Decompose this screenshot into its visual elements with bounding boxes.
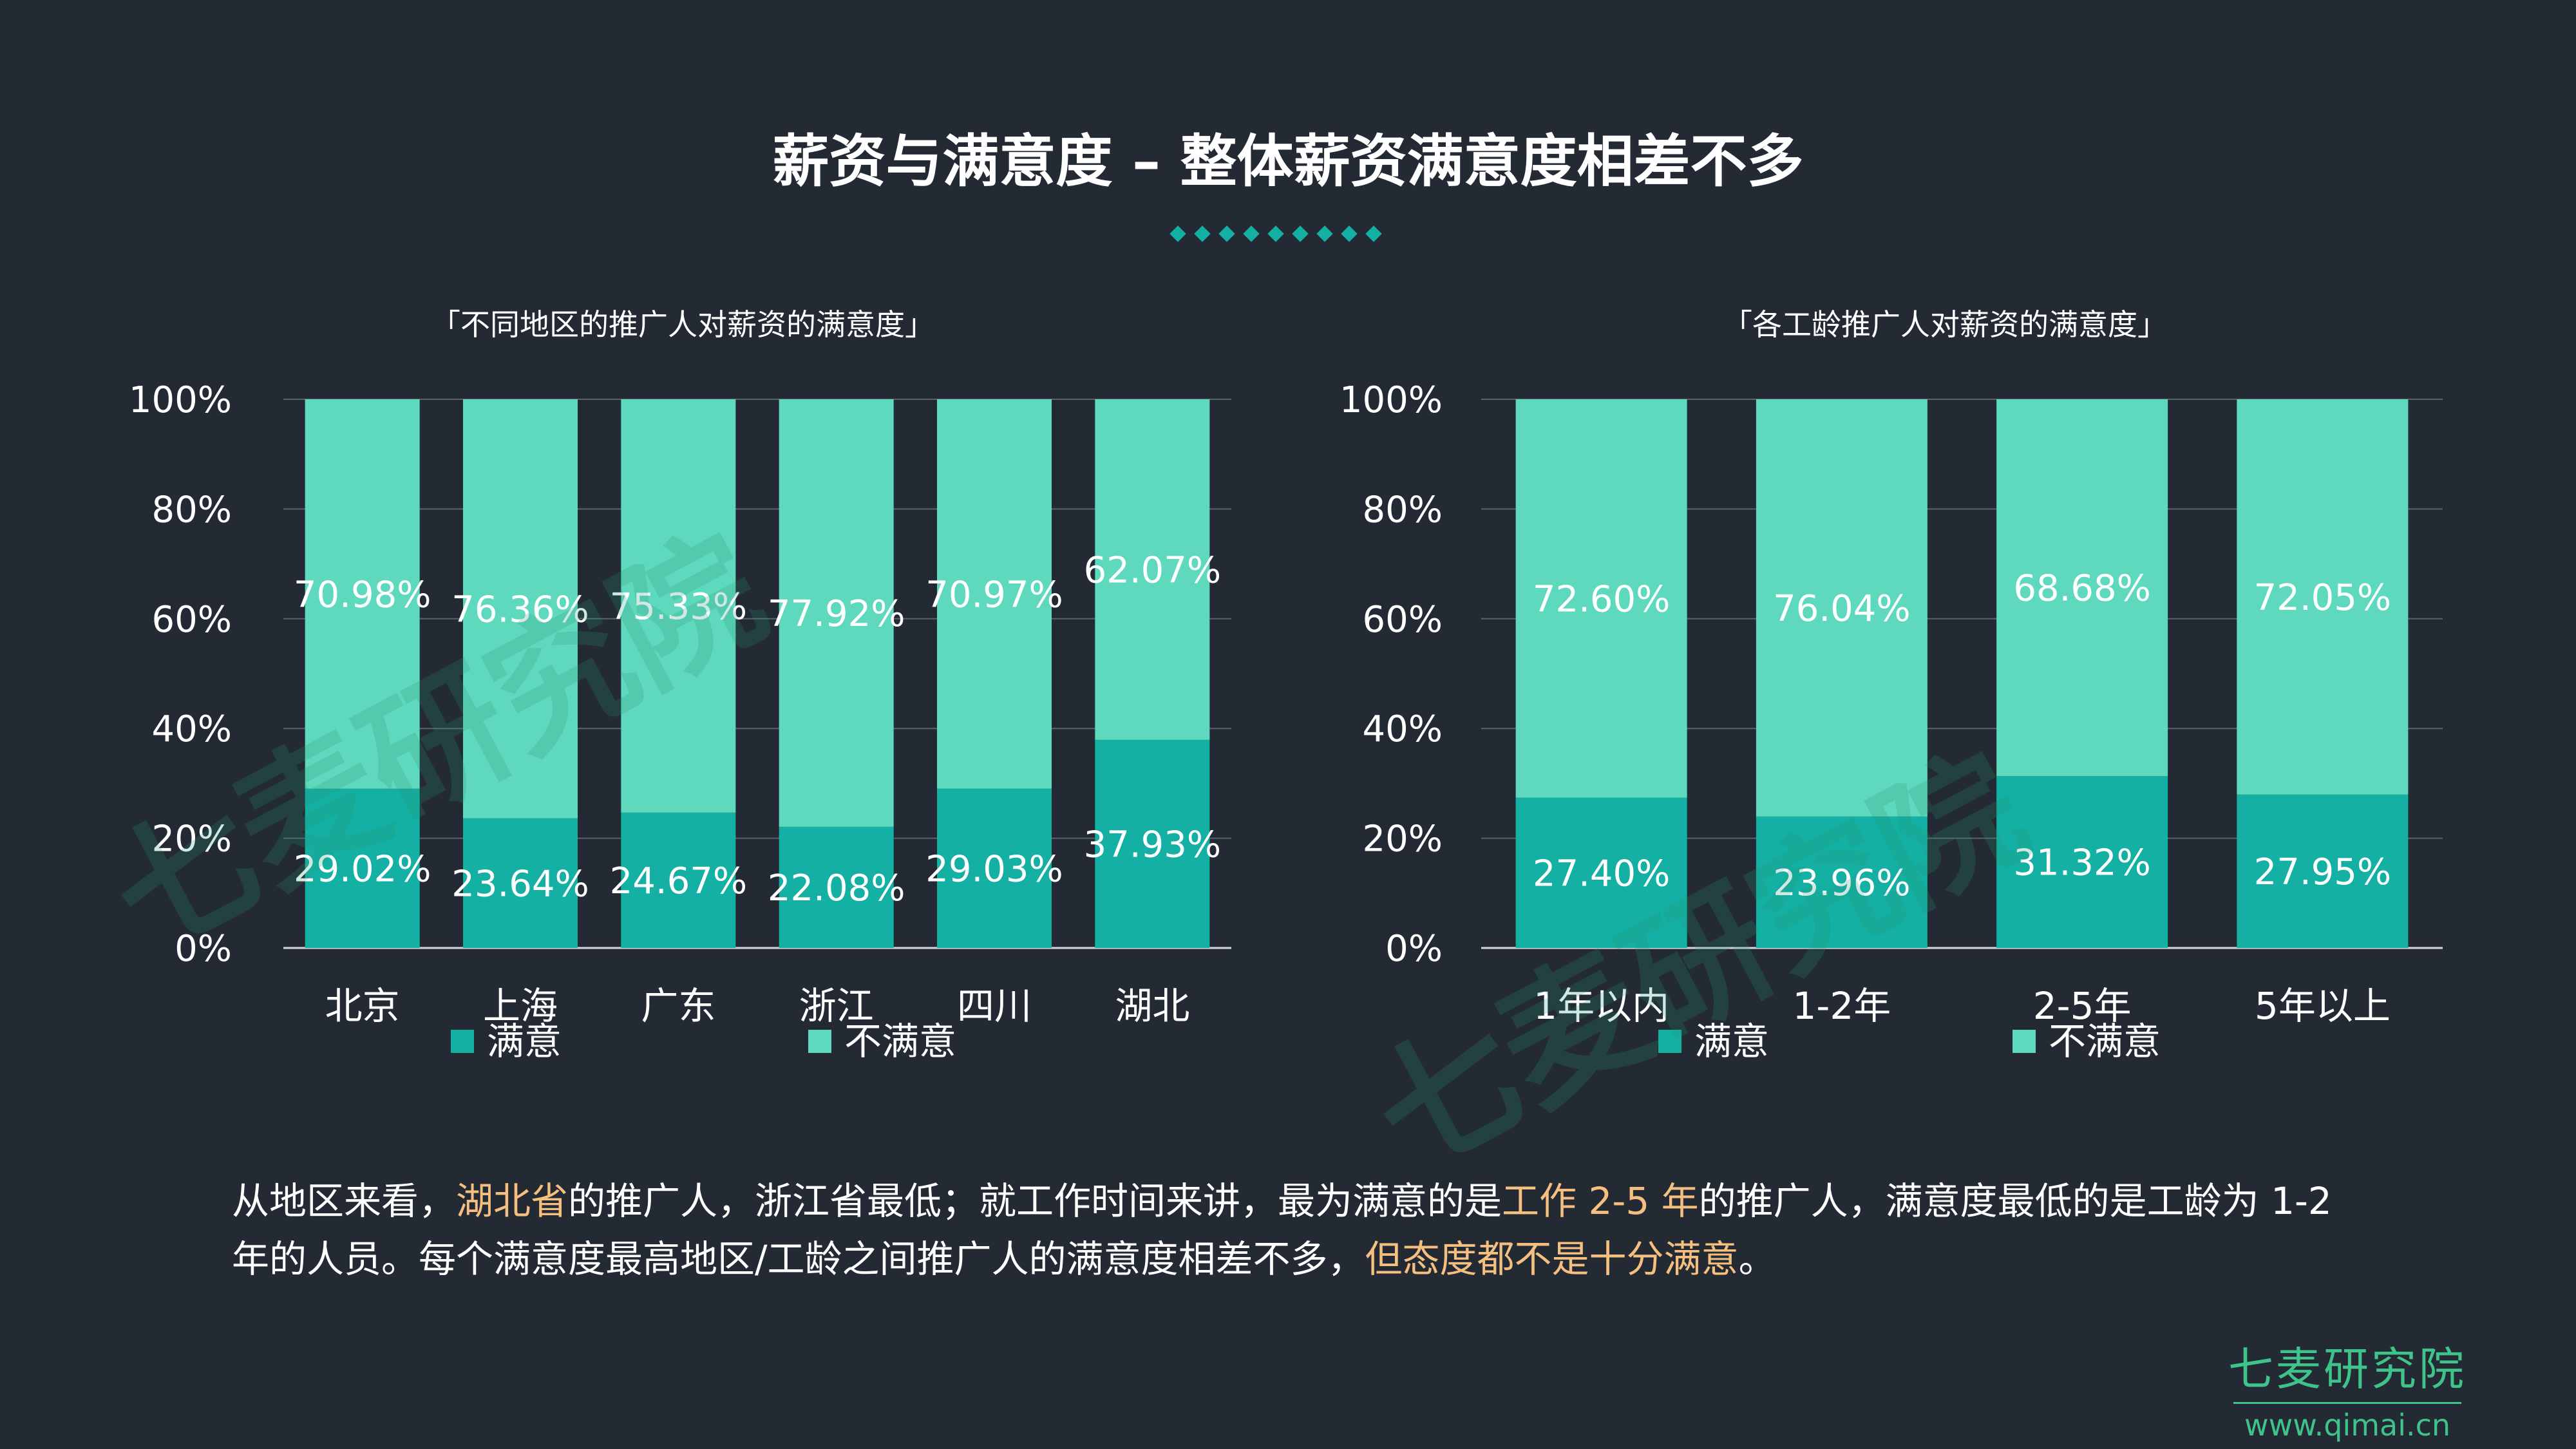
data-label-satisfied: 37.93% <box>1084 824 1222 866</box>
bar-unsatisfied[interactable] <box>621 399 736 813</box>
data-label-satisfied: 29.02% <box>294 848 431 890</box>
desc-highlight: 但态度都不是十分满意 <box>1365 1237 1739 1281</box>
y-tick-label: 20% <box>152 819 232 860</box>
y-tick-label: 0% <box>175 928 232 970</box>
chart-region: 0% 20% 40% 60% 80% 100% 29.02% 70.98% 北京 23.64% 76… <box>129 379 1231 1063</box>
legend-label: 不满意 <box>2049 1019 2161 1063</box>
bar-satisfied[interactable] <box>2237 794 2409 948</box>
x-tick-label: 2-5年 <box>2033 984 2132 1028</box>
legend-label: 不满意 <box>844 1019 956 1063</box>
legend-swatch <box>808 1030 831 1053</box>
bar-satisfied[interactable] <box>621 812 736 948</box>
bar-satisfied[interactable] <box>937 788 1052 948</box>
bar-unsatisfied[interactable] <box>463 399 578 819</box>
desc-highlight: 湖北省 <box>456 1179 569 1223</box>
y-tick-label: 40% <box>1363 708 1443 750</box>
chart2-title: 「各工龄推广人对薪资的满意度」 <box>1723 307 2167 342</box>
data-label-satisfied: 24.67% <box>610 860 748 902</box>
legend-swatch <box>2012 1030 2036 1053</box>
bar-unsatisfied[interactable] <box>1756 399 1927 817</box>
bar-satisfied[interactable] <box>463 818 578 948</box>
bar-unsatisfied[interactable] <box>1996 399 2168 777</box>
bar-unsatisfied[interactable] <box>1095 399 1210 740</box>
y-tick-label: 80% <box>1363 489 1443 531</box>
x-tick-label: 四川 <box>957 984 1032 1028</box>
bar-unsatisfied[interactable] <box>2237 399 2409 795</box>
data-label-satisfied: 27.95% <box>2254 851 2392 893</box>
bar-unsatisfied[interactable] <box>1515 399 1687 798</box>
data-label-unsatisfied: 75.33% <box>610 586 748 628</box>
x-tick-label: 广东 <box>641 984 715 1028</box>
bar-satisfied[interactable] <box>1996 776 2168 948</box>
chart1-title: 「不同地区的推广人对薪资的满意度」 <box>431 307 934 342</box>
y-tick-label: 60% <box>152 599 232 641</box>
data-label-unsatisfied: 72.05% <box>2254 577 2392 619</box>
bar-satisfied[interactable] <box>1515 797 1687 948</box>
brand-logo[interactable]: 七麦研究院 www.qimai.cn <box>2228 1333 2467 1443</box>
bar-unsatisfied[interactable] <box>779 399 894 827</box>
x-tick-label: 上海 <box>483 984 558 1028</box>
data-label-unsatisfied: 77.92% <box>768 593 905 635</box>
data-label-satisfied: 29.03% <box>925 848 1063 890</box>
data-label-unsatisfied: 76.36% <box>451 589 589 630</box>
brand-divider <box>2233 1402 2461 1404</box>
data-label-satisfied: 27.40% <box>1533 853 1671 895</box>
y-tick-label: 40% <box>152 708 232 750</box>
brand-name: 七麦研究院 <box>2228 1343 2467 1396</box>
x-tick-label: 1年以内 <box>1533 984 1669 1028</box>
y-tick-label: 20% <box>1363 819 1443 860</box>
data-label-satisfied: 23.64% <box>451 863 589 905</box>
y-tick-label: 80% <box>152 489 232 531</box>
desc-highlight: 工作 2-5 年 <box>1502 1179 1699 1223</box>
legend-label: 满意 <box>487 1019 562 1063</box>
y-tick-label: 100% <box>129 379 232 421</box>
y-tick-label: 60% <box>1363 599 1443 641</box>
x-tick-label: 1-2年 <box>1793 984 1891 1028</box>
desc-part: 的推广人，满意度最低的是工龄为 1-2 年的人员。每个满意度最高地区/工龄之间推… <box>232 1179 2332 1281</box>
data-label-satisfied: 31.32% <box>2013 842 2151 884</box>
description-text: 从地区来看，湖北省的推广人，浙江省最低；就工作时间来讲，最为满意的是工作 2-5… <box>232 1172 2357 1288</box>
data-label-unsatisfied: 68.68% <box>2013 568 2151 610</box>
data-label-unsatisfied: 76.04% <box>1773 588 1911 630</box>
data-label-unsatisfied: 70.98% <box>294 574 431 616</box>
desc-part: 的推广人，浙江省最低；就工作时间来讲，最为满意的是 <box>568 1179 1502 1223</box>
page-title: 薪资与满意度 – 整体薪资满意度相差不多 <box>772 128 1804 194</box>
desc-part: 从地区来看， <box>232 1179 457 1223</box>
desc-part: 。 <box>1738 1237 1776 1281</box>
y-tick-label: 100% <box>1340 379 1443 421</box>
chart-experience: 0% 20% 40% 60% 80% 100% 27.40% 72.60% 1年以内 23.96%… <box>1340 379 2443 1063</box>
data-label-unsatisfied: 70.97% <box>925 574 1063 616</box>
x-tick-label: 北京 <box>325 984 400 1028</box>
data-label-unsatisfied: 62.07% <box>1084 549 1222 591</box>
legend-swatch <box>1658 1030 1681 1053</box>
legend-swatch <box>451 1030 474 1053</box>
data-label-satisfied: 23.96% <box>1773 862 1911 904</box>
y-tick-label: 0% <box>1385 928 1443 970</box>
x-tick-label: 5年以上 <box>2255 984 2391 1028</box>
x-tick-label: 湖北 <box>1115 984 1189 1028</box>
data-label-satisfied: 22.08% <box>768 867 905 909</box>
legend-label: 满意 <box>1694 1019 1769 1063</box>
bar-unsatisfied[interactable] <box>937 399 1052 789</box>
bar-satisfied[interactable] <box>305 788 420 948</box>
data-label-unsatisfied: 72.60% <box>1533 578 1671 620</box>
bar-satisfied[interactable] <box>779 826 894 948</box>
brand-url[interactable]: www.qimai.cn <box>2244 1408 2451 1443</box>
bar-satisfied[interactable] <box>1095 739 1210 948</box>
x-tick-label: 浙江 <box>799 984 874 1028</box>
bar-unsatisfied[interactable] <box>305 399 420 789</box>
bar-satisfied[interactable] <box>1756 816 1927 948</box>
